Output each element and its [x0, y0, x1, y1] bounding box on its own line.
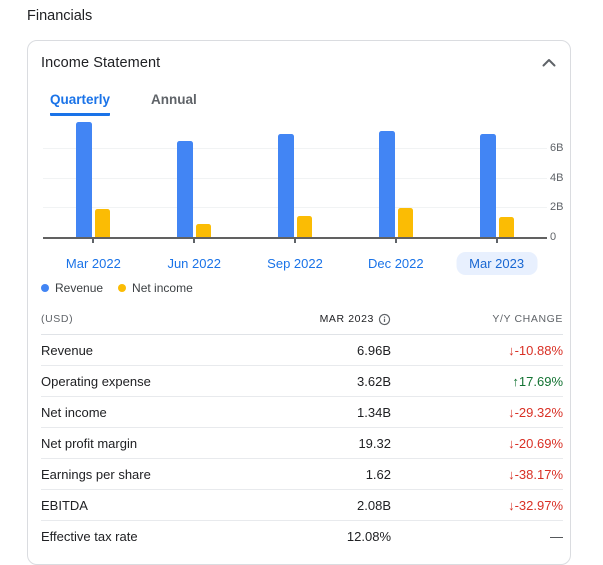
gridline: [43, 177, 547, 179]
net-income-bar[interactable]: [397, 208, 413, 237]
tab-quarterly[interactable]: Quarterly: [50, 90, 111, 116]
revenue-bar[interactable]: [76, 121, 93, 237]
metric-label: Earnings per share: [41, 466, 151, 482]
bar-chart: [43, 116, 547, 239]
table-row: Operating expense 3.62B ↑17.69%: [41, 366, 563, 397]
table-header-row: (USD) MAR 2023 Y/Y CHANGE: [41, 304, 563, 335]
metric-value: 12.08%: [346, 528, 391, 544]
x-axis-tick: [92, 239, 95, 243]
x-axis-tick: [193, 239, 196, 243]
x-axis-tick: [495, 239, 498, 243]
metric-change: ↓-29.32%: [508, 404, 563, 420]
table-row: Revenue 6.96B ↓-10.88%: [41, 335, 563, 366]
metric-label: Net profit margin: [41, 435, 138, 451]
change-header: Y/Y CHANGE: [492, 313, 563, 325]
x-axis-label-jun-2022[interactable]: Jun 2022: [167, 256, 221, 271]
legend-item-revenue: Revenue: [41, 281, 103, 295]
currency-header: (USD): [41, 313, 74, 325]
table-row: EBITDA 2.08B ↓-32.97%: [41, 490, 563, 521]
metric-change: ↓-20.69%: [508, 435, 563, 451]
metric-change: —: [550, 528, 563, 544]
collapse-button[interactable]: [536, 49, 562, 75]
revenue-bar[interactable]: [479, 134, 496, 237]
card-title: Income Statement: [41, 55, 161, 71]
tab-annual[interactable]: Annual: [151, 92, 197, 107]
metric-label: Effective tax rate: [41, 528, 138, 544]
legend-dot: [118, 284, 127, 292]
x-axis-label-mar-2022[interactable]: Mar 2022: [65, 256, 121, 271]
income-statement-card: Income Statement Quarterly Annual 0 2B 4B 6B…: [27, 40, 571, 565]
y-axis-label: 4B: [550, 171, 564, 184]
metric-value: 3.62B: [357, 373, 391, 389]
metric-value: 19.32: [358, 435, 391, 451]
metric-value: 2.08B: [357, 497, 391, 513]
revenue-bar[interactable]: [177, 141, 194, 237]
metric-value: 6.96B: [357, 342, 391, 358]
x-axis-tick: [294, 239, 296, 243]
metric-value: 1.34B: [357, 404, 391, 420]
y-axis-label: 6B: [550, 142, 564, 155]
table-row: Net income 1.34B ↓-29.32%: [41, 397, 563, 428]
metric-change: ↓-10.88%: [508, 342, 563, 358]
x-axis-label-mar-2023[interactable]: Mar 2023: [456, 252, 538, 275]
revenue-bar[interactable]: [278, 133, 294, 237]
page-title: Financials: [27, 8, 93, 24]
legend-label: Revenue: [55, 281, 104, 295]
net-income-bar[interactable]: [95, 208, 111, 237]
legend-dot: [41, 284, 49, 292]
chevron-up-icon: [542, 55, 556, 70]
table-row: Net profit margin 19.32 ↓-20.69%: [41, 428, 563, 459]
financials-table: (USD) MAR 2023 Y/Y CHANGE Revenue 6.96B ↓-…: [41, 304, 563, 551]
chart-legend: Revenue Net income: [41, 281, 193, 295]
metric-label: Net income: [41, 404, 107, 420]
legend-label: Net income: [132, 281, 193, 295]
period-tabs: Quarterly Annual: [50, 90, 197, 116]
table-row: Earnings per share 1.62 ↓-38.17%: [41, 459, 563, 490]
net-income-bar[interactable]: [498, 217, 514, 237]
table-row: Effective tax rate 12.08% —: [41, 521, 563, 551]
x-axis-label-dec-2022[interactable]: Dec 2022: [367, 256, 424, 271]
legend-item-net-income: Net income: [118, 281, 193, 295]
revenue-bar[interactable]: [378, 130, 395, 237]
metric-label: EBITDA: [41, 497, 88, 513]
net-income-bar[interactable]: [297, 215, 312, 237]
y-axis-label: 2B: [550, 201, 564, 214]
metric-label: Revenue: [41, 342, 94, 358]
metric-change: ↓-32.97%: [508, 497, 563, 513]
x-axis-label-sep-2022[interactable]: Sep 2022: [267, 256, 323, 271]
gridline: [43, 207, 547, 209]
metric-label: Operating expense: [41, 373, 151, 389]
y-axis-label: 0: [550, 231, 557, 243]
metric-change: ↓-38.17%: [508, 466, 563, 482]
period-header: MAR 2023: [319, 313, 374, 325]
gridline: [43, 148, 547, 150]
metric-value: 1.62: [365, 466, 391, 482]
metric-change: ↑17.69%: [512, 373, 563, 389]
info-icon[interactable]: [378, 313, 391, 326]
x-axis-tick: [394, 239, 397, 243]
net-income-bar[interactable]: [196, 223, 212, 237]
